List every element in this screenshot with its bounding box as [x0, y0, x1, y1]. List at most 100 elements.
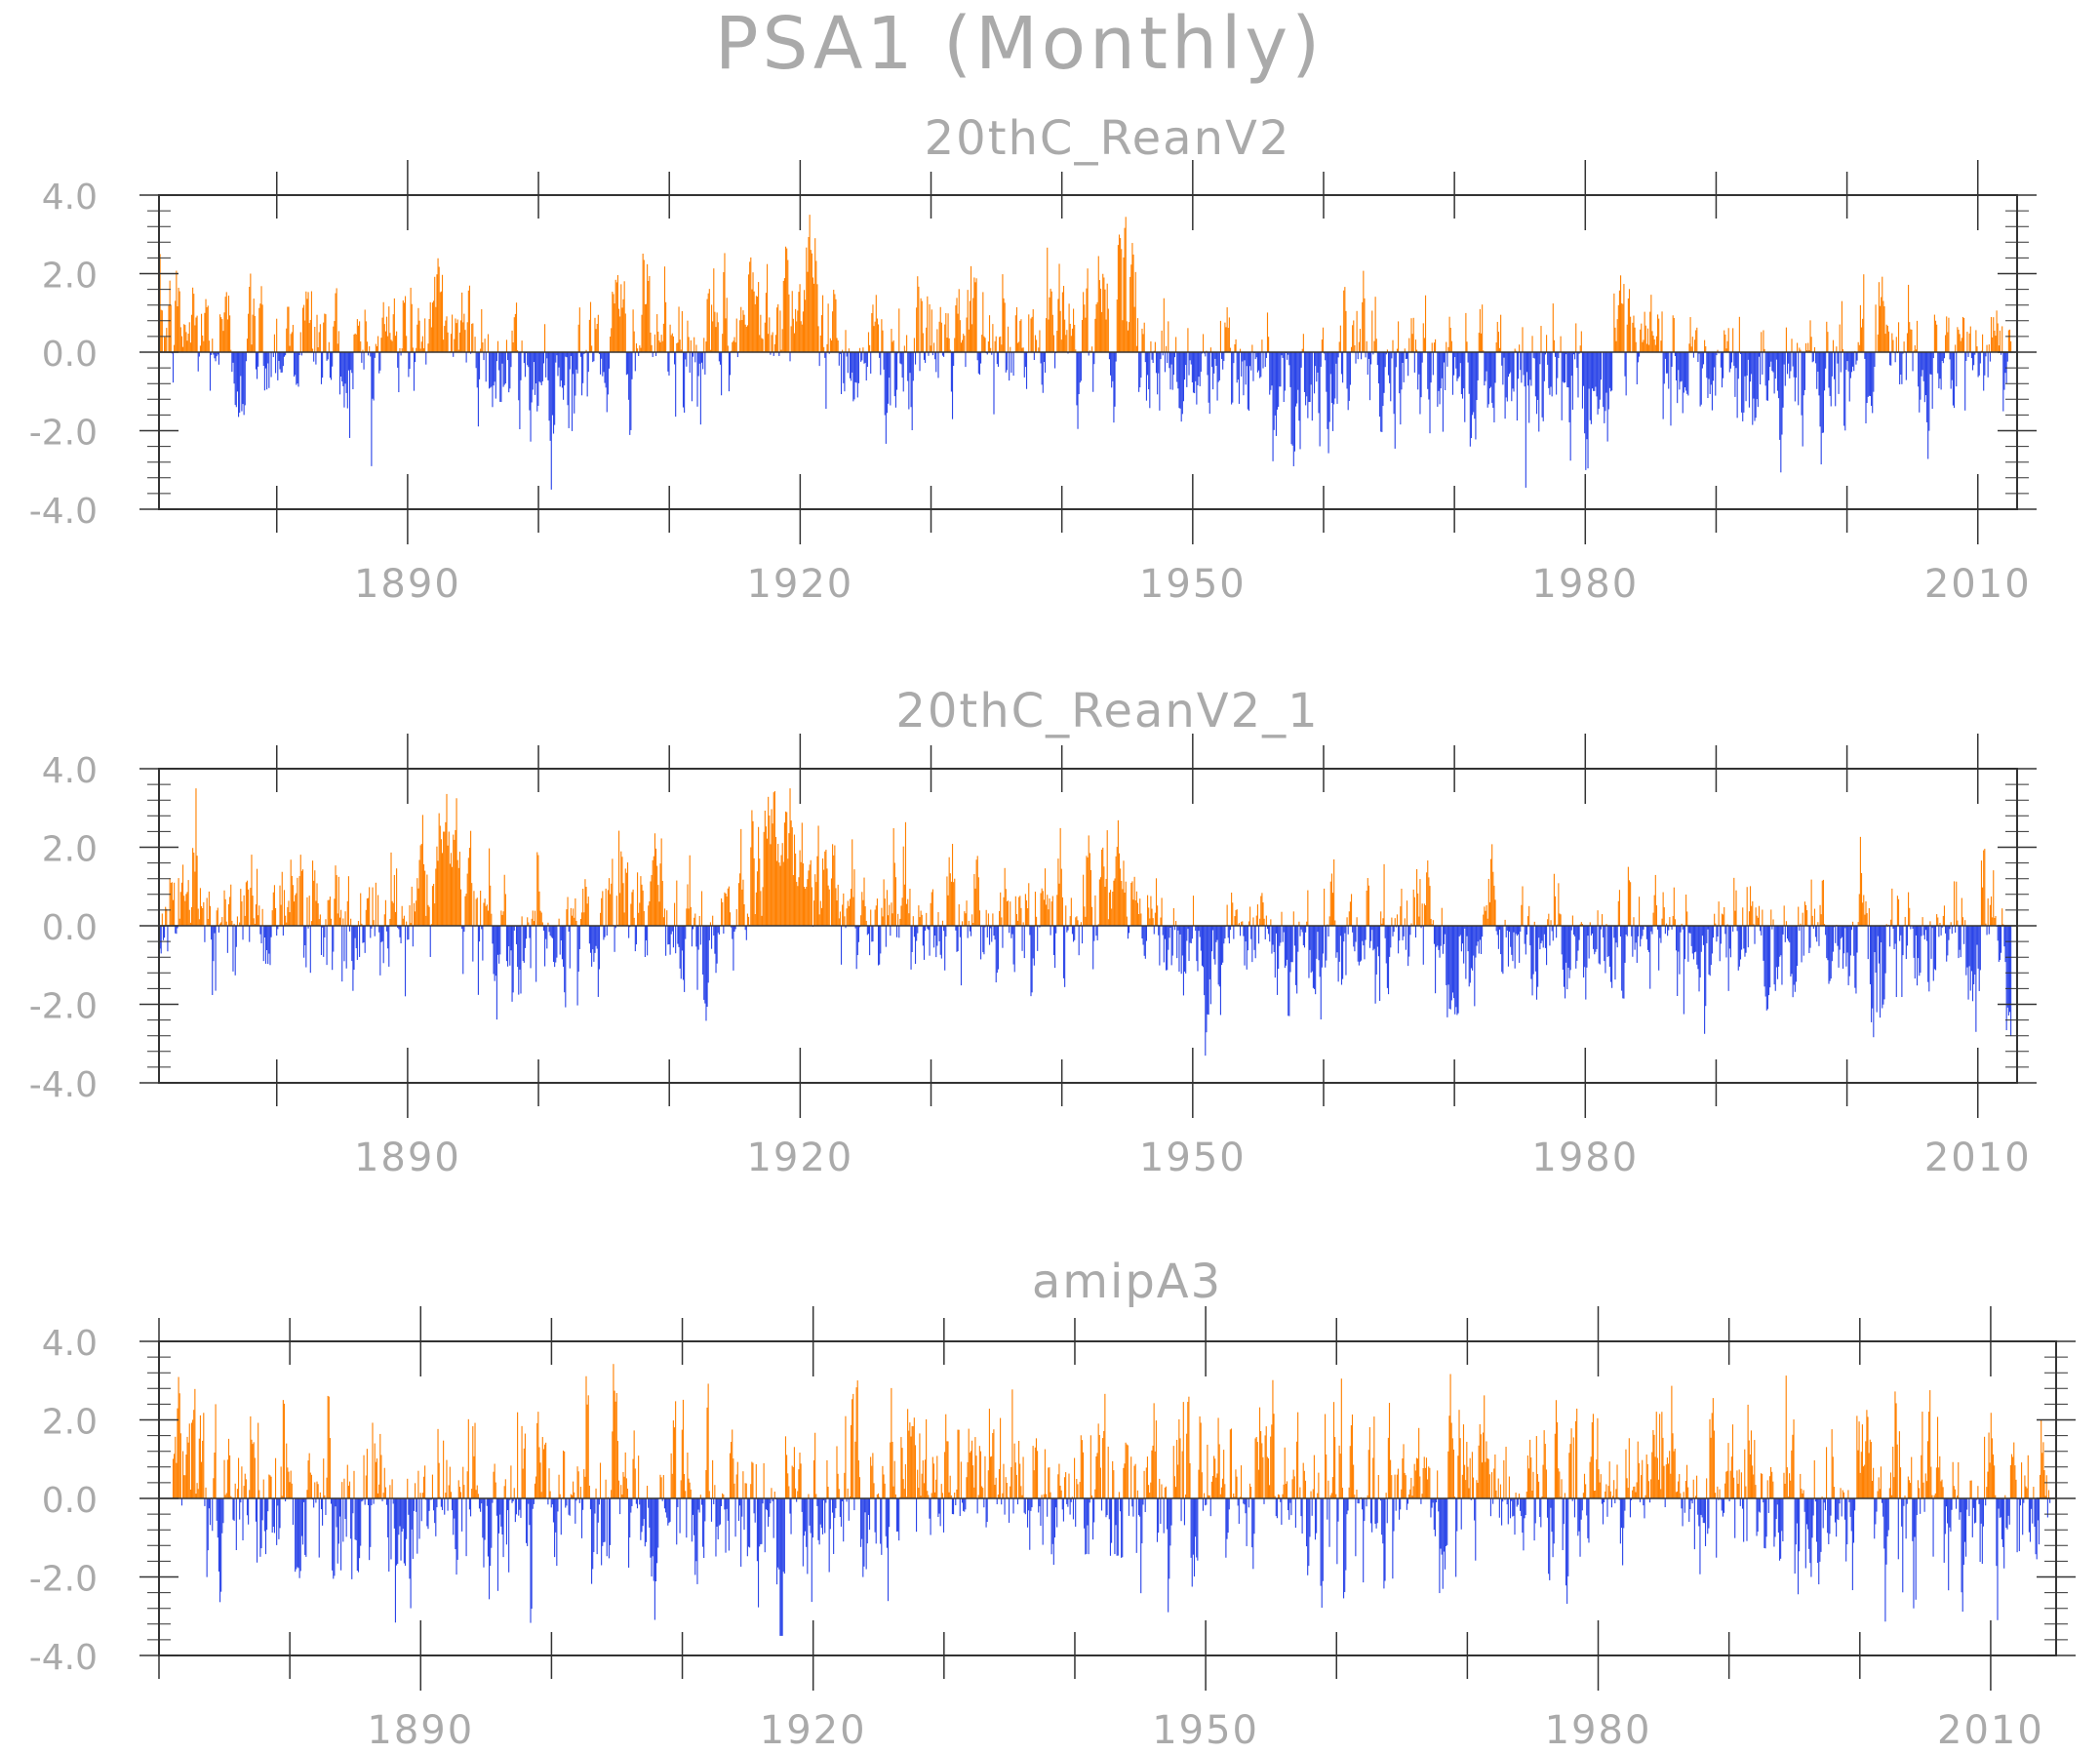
bar — [1104, 1393, 1106, 1498]
bar — [1003, 897, 1005, 926]
bar — [1622, 926, 1624, 999]
bar — [1890, 919, 1892, 926]
bar — [1365, 926, 1367, 940]
bar — [884, 1483, 886, 1498]
bar — [944, 1452, 946, 1498]
bar — [1381, 352, 1383, 432]
bar — [1343, 290, 1345, 352]
bar — [1264, 1435, 1266, 1498]
bar — [1130, 264, 1132, 352]
bar — [566, 1498, 568, 1506]
bar — [639, 345, 641, 352]
bar — [1386, 1498, 1388, 1524]
bar — [178, 287, 179, 352]
bar — [682, 1399, 684, 1498]
bar — [1421, 903, 1423, 926]
bar — [809, 864, 811, 926]
bar — [718, 926, 720, 936]
bar — [330, 918, 333, 926]
bar — [652, 352, 654, 357]
bar — [201, 313, 203, 352]
bar — [1721, 913, 1724, 926]
bar — [802, 311, 804, 352]
bar — [801, 822, 803, 926]
bar — [1097, 1423, 1099, 1498]
bar — [1059, 1485, 1061, 1498]
bar — [1254, 352, 1256, 360]
bar — [673, 1427, 676, 1498]
bar — [1485, 352, 1486, 381]
bar — [791, 291, 793, 352]
bar — [1761, 332, 1763, 352]
bar — [512, 926, 514, 993]
bar — [1260, 352, 1262, 378]
bar — [939, 306, 941, 352]
bar — [749, 261, 751, 352]
bar — [361, 923, 363, 926]
bar — [875, 905, 877, 926]
bar — [715, 1498, 717, 1557]
bar — [530, 352, 532, 442]
bar — [1184, 926, 1186, 972]
bar — [917, 1469, 919, 1498]
bar — [780, 349, 782, 352]
bar — [897, 913, 899, 926]
bar — [1309, 926, 1311, 950]
bar — [1572, 1437, 1574, 1498]
bar — [1774, 926, 1776, 991]
bar — [807, 879, 809, 926]
bar — [270, 352, 272, 378]
bar — [1566, 1498, 1568, 1605]
bar — [976, 352, 978, 361]
bar — [1693, 1498, 1695, 1550]
bar — [1111, 908, 1113, 926]
bar — [660, 1477, 662, 1498]
bar — [224, 297, 226, 352]
bar — [1294, 1498, 1296, 1528]
bar — [1914, 344, 1916, 352]
bar — [1098, 280, 1100, 352]
bar — [1104, 289, 1106, 352]
bar — [461, 926, 463, 930]
bar — [359, 926, 361, 957]
bar — [1803, 901, 1805, 926]
bar — [1746, 352, 1748, 376]
bar — [1220, 1487, 1222, 1498]
bar — [1020, 1486, 1022, 1498]
bar — [589, 926, 592, 953]
bar — [272, 352, 274, 358]
bar — [1173, 1476, 1175, 1498]
bar — [1624, 352, 1626, 377]
bar — [1791, 926, 1793, 975]
bar — [209, 905, 212, 926]
bar — [1210, 352, 1213, 368]
bar — [784, 1436, 787, 1498]
bar — [1110, 890, 1112, 926]
bar — [255, 352, 257, 370]
bar — [489, 352, 491, 389]
bar — [890, 352, 892, 406]
bar — [399, 347, 401, 352]
bar — [1278, 926, 1280, 970]
bar — [1271, 926, 1273, 954]
bar — [1466, 341, 1468, 352]
bar — [1165, 1486, 1167, 1498]
bar — [621, 307, 623, 352]
bar — [577, 1471, 579, 1498]
bar — [1374, 926, 1376, 1004]
bar — [1967, 352, 1969, 357]
bar — [1674, 352, 1676, 356]
bar — [1243, 1498, 1245, 1504]
bar — [1084, 1498, 1086, 1529]
bar — [1536, 1474, 1539, 1498]
bar — [585, 887, 587, 926]
bar — [1320, 1498, 1322, 1586]
bar — [881, 1498, 883, 1555]
bar — [729, 912, 732, 926]
bar — [1031, 1498, 1033, 1508]
bar — [1736, 926, 1738, 932]
bar — [994, 1485, 996, 1498]
bar — [345, 926, 347, 969]
bar — [1207, 352, 1208, 376]
bar — [1984, 849, 1986, 926]
